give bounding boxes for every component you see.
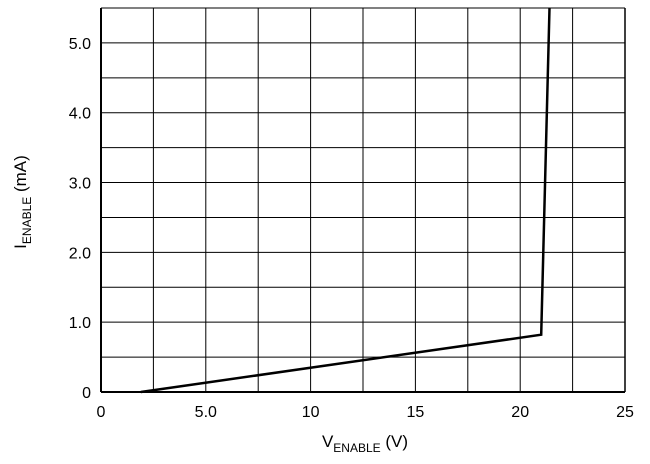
x-axis-title-unit: (V) xyxy=(381,432,408,451)
y-axis-title-subscript: ENABLE xyxy=(20,197,34,244)
x-tick-labels: 0 5.0 10 15 20 25 xyxy=(97,404,634,421)
x-axis-title-main: V xyxy=(322,432,334,451)
x-axis-title: VENABLE (V) xyxy=(322,432,408,455)
y-axis-title-main: I xyxy=(11,244,30,249)
y-tick-label: 1.0 xyxy=(69,315,91,332)
x-tick-label: 25 xyxy=(616,404,634,421)
x-tick-label: 20 xyxy=(511,404,529,421)
y-tick-label: 3.0 xyxy=(69,176,91,193)
y-tick-label: 4.0 xyxy=(69,106,91,123)
x-tick-label: 10 xyxy=(302,404,320,421)
series-line xyxy=(140,7,551,394)
y-tick-label: 5.0 xyxy=(69,36,91,53)
y-tick-labels: 0 1.0 2.0 3.0 4.0 5.0 xyxy=(69,36,91,402)
x-tick-label: 15 xyxy=(407,404,425,421)
x-axis-title-subscript: ENABLE xyxy=(333,441,380,455)
y-tick-label: 0 xyxy=(82,385,91,402)
series-group xyxy=(140,7,551,394)
y-axis-title: IENABLE (mA) xyxy=(11,155,34,249)
y-axis-title-unit: (mA) xyxy=(11,155,30,197)
grid xyxy=(100,7,626,393)
y-tick-label: 2.0 xyxy=(69,245,91,262)
x-tick-label: 5.0 xyxy=(195,404,217,421)
x-tick-label: 0 xyxy=(97,404,106,421)
